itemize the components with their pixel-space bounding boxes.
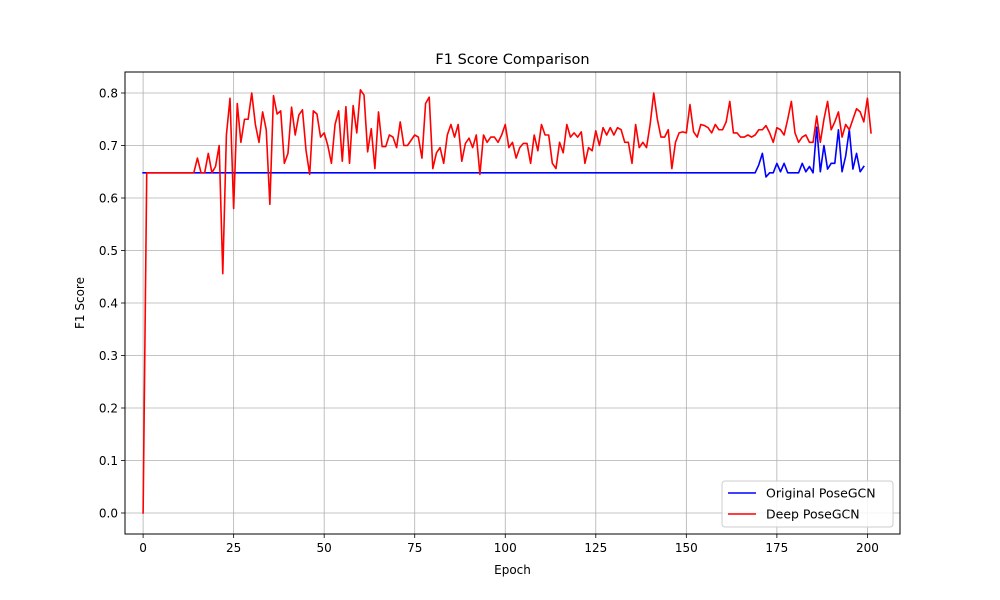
y-axis-label: F1 Score	[73, 277, 87, 329]
x-tick-label: 200	[856, 541, 879, 555]
x-tick-label: 25	[226, 541, 241, 555]
chart-title: F1 Score Comparison	[435, 52, 589, 68]
x-tick-label: 100	[494, 541, 517, 555]
y-tick-label: 0.1	[99, 454, 118, 468]
legend-box	[721, 480, 894, 528]
x-axis-label: Epoch	[494, 563, 531, 577]
x-tick-label: 150	[675, 541, 698, 555]
series-layer	[142, 89, 872, 514]
legend: Original PoseGCN Deep PoseGCN	[721, 480, 894, 528]
y-axis: 0.0 0.1 0.2 0.3 0.4 0.5 0.6 0.7 0.8	[99, 87, 125, 521]
y-tick-label: 0.0	[99, 507, 118, 521]
legend-label: Original PoseGCN	[766, 486, 876, 501]
x-tick-label: 50	[317, 541, 332, 555]
x-tick-label: 175	[765, 541, 788, 555]
x-tick-label: 0	[139, 541, 147, 555]
y-tick-label: 0.3	[99, 349, 118, 363]
y-tick-label: 0.5	[99, 244, 118, 258]
y-tick-label: 0.8	[99, 87, 118, 101]
y-tick-label: 0.4	[99, 297, 118, 311]
x-tick-label: 75	[407, 541, 422, 555]
y-tick-label: 0.2	[99, 402, 118, 416]
x-tick-label: 125	[584, 541, 607, 555]
y-tick-label: 0.6	[99, 192, 118, 206]
series-line-2	[142, 89, 872, 514]
series-line-1	[142, 126, 865, 178]
x-axis: 0 25 50 75 100 125 150 175 200	[139, 534, 879, 555]
y-tick-label: 0.7	[99, 139, 118, 153]
legend-label: Deep PoseGCN	[766, 507, 860, 522]
